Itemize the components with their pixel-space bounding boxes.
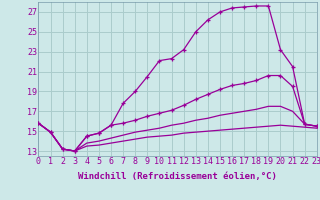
X-axis label: Windchill (Refroidissement éolien,°C): Windchill (Refroidissement éolien,°C) [78, 172, 277, 181]
